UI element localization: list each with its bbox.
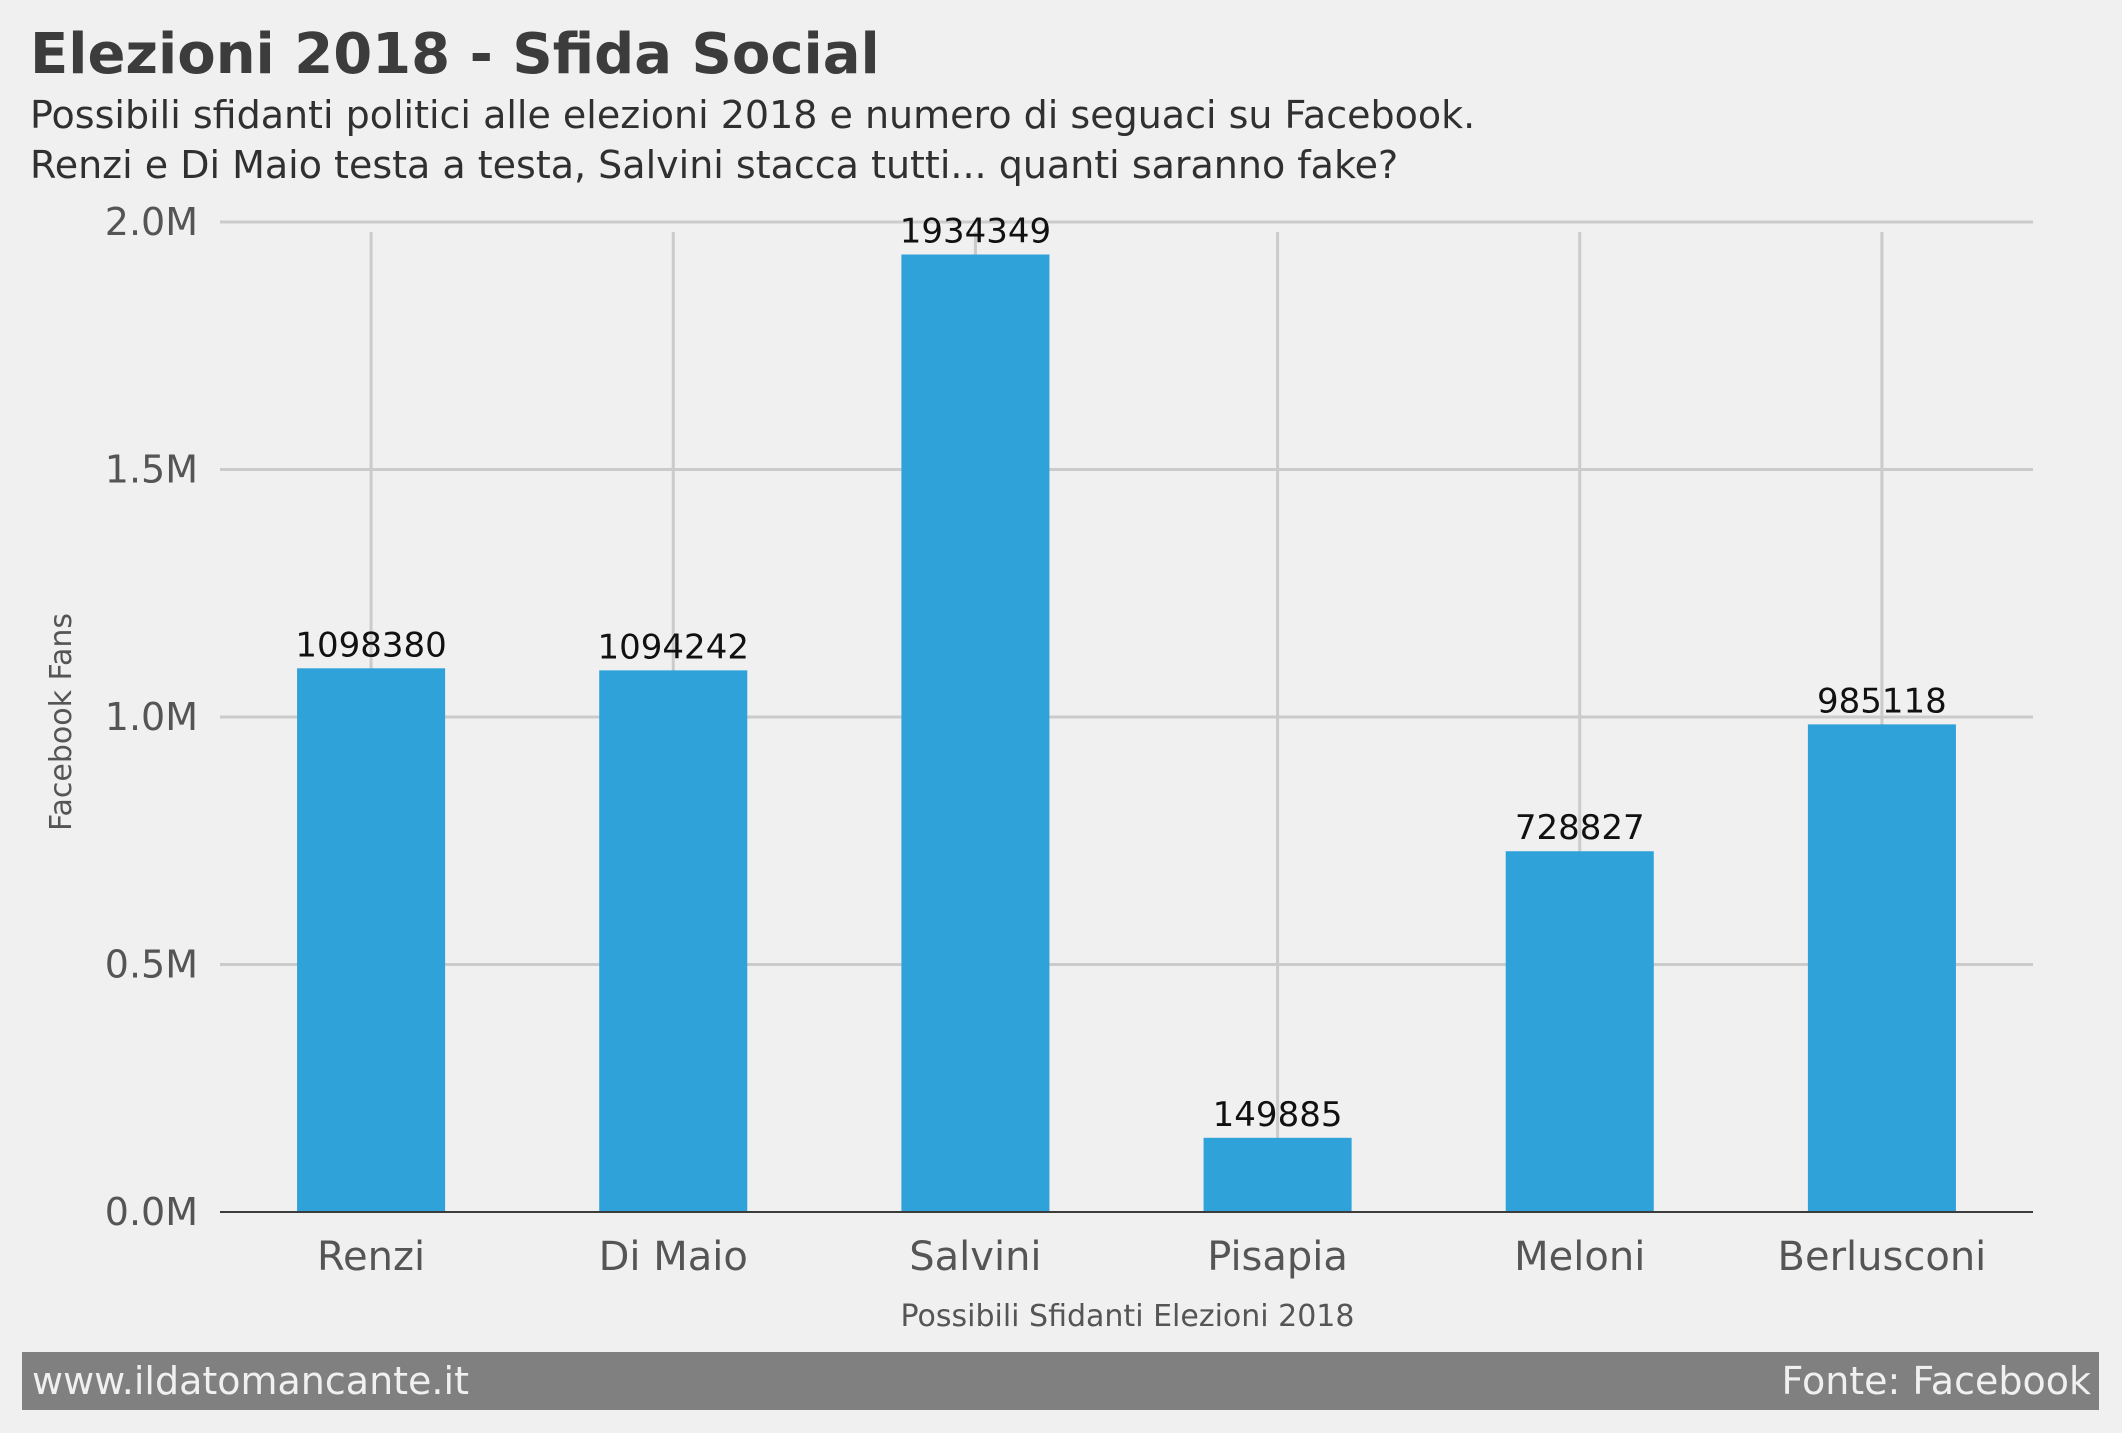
- footer-band: www.ildatomancante.it Fonte: Facebook: [22, 1352, 2099, 1410]
- x-tick-label: Renzi: [317, 1234, 425, 1280]
- chart-title: Elezioni 2018 - Sfida Social: [30, 22, 880, 87]
- y-tick-label: 1.0M: [105, 695, 198, 739]
- bar-value-label: 985118: [1817, 681, 1947, 721]
- bar: [1505, 851, 1654, 1212]
- x-tick-label: Berlusconi: [1778, 1234, 1987, 1280]
- bar: [901, 254, 1050, 1212]
- bar: [599, 670, 748, 1212]
- subtitle-line-2: Renzi e Di Maio testa a testa, Salvini s…: [30, 143, 1399, 187]
- footer-source: Fonte: Facebook: [1781, 1359, 2091, 1403]
- x-tick-label: Pisapia: [1207, 1234, 1348, 1280]
- footer-website: www.ildatomancante.it: [32, 1359, 469, 1403]
- y-axis-label: Facebook Fans: [44, 613, 79, 831]
- bar-value-label: 1934349: [900, 211, 1051, 251]
- x-axis-label: Possibili Sfidanti Elezioni 2018: [901, 1299, 1355, 1334]
- bar: [1203, 1137, 1352, 1212]
- bar-value-label: 1094242: [598, 627, 749, 667]
- chart-subtitle: Possibili sfidanti politici alle elezion…: [30, 90, 1475, 190]
- bar: [297, 668, 446, 1212]
- x-tick-labels: Renzi Di Maio Salvini Pisapia Meloni Berlusco…: [317, 1234, 1986, 1280]
- bars: [297, 254, 1956, 1212]
- bar-value-label: 1098380: [295, 625, 446, 665]
- subtitle-line-1: Possibili sfidanti politici alle elezion…: [30, 93, 1476, 137]
- bar-chart: 1098380 10942421934349149885728827985118 …: [44, 200, 2033, 1334]
- horizontal-gridlines: [220, 220, 2033, 966]
- bar-value-label: 149885: [1213, 1095, 1343, 1135]
- bar: [1807, 724, 1956, 1212]
- bar-value-labels: 1098380 1094242 1934349 149885 728827 985118: [295, 211, 1946, 1134]
- y-tick-label: 0.0M: [105, 1190, 198, 1234]
- bar-value-label: 728827: [1515, 808, 1645, 848]
- y-tick-labels: 0.0M 0.5M 1.0M 1.5M 2.0M: [105, 200, 198, 1234]
- x-tick-label: Di Maio: [599, 1234, 748, 1280]
- x-tick-label: Salvini: [909, 1234, 1041, 1280]
- y-tick-label: 2.0M: [105, 200, 198, 244]
- x-tick-label: Meloni: [1514, 1234, 1645, 1280]
- vertical-gridlines: [369, 232, 1884, 1212]
- y-tick-label: 1.5M: [105, 448, 198, 492]
- y-tick-label: 0.5M: [105, 943, 198, 987]
